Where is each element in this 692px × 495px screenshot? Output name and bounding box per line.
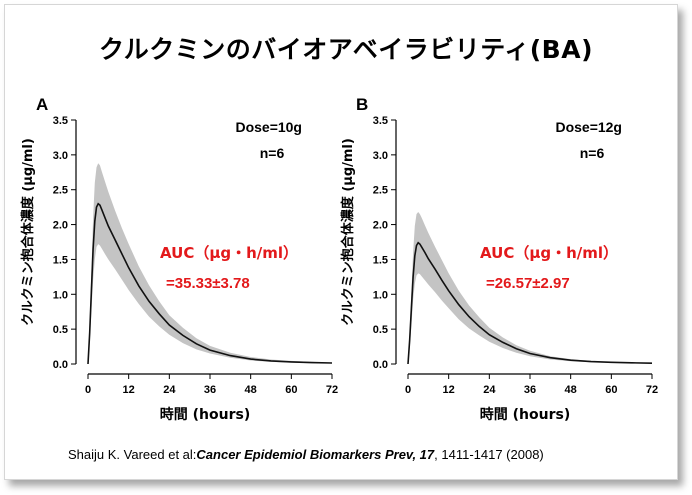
[object SVGSVGElement]: 48 <box>565 384 577 396</box>
[object SVGSVGElement]: 60 <box>285 384 297 396</box>
[object SVGSVGElement]: 36 <box>204 384 216 396</box>
[object SVGSVGElement]: 72 <box>326 384 338 396</box>
[object SVGSVGElement]: 72 <box>646 384 658 396</box>
mean-line <box>87 202 333 365</box>
[object SVGSVGElement]: 0 <box>405 384 411 396</box>
citation-journal: Cancer Epidemiol Biomarkers Prev, 17 <box>196 447 435 462</box>
[object SVGSVGElement]: 3.5 <box>373 115 388 127</box>
[object SVGSVGElement]: 0 <box>85 384 91 396</box>
[object SVGSVGElement]: =26.57±2.97 <box>486 275 570 292</box>
[object SVGSVGElement]: 0.0 <box>373 359 388 371</box>
mean-line <box>407 241 653 365</box>
confidence-band <box>408 212 652 364</box>
[object SVGSVGElement]: =35.33±3.78 <box>166 275 250 292</box>
[object SVGSVGElement]: 12 <box>123 384 135 396</box>
[object SVGSVGElement]: 48 <box>245 384 257 396</box>
[object SVGSVGElement]: 2.0 <box>373 220 388 232</box>
[object SVGSVGElement]: 3.0 <box>53 150 68 162</box>
[object SVGSVGElement]: 12 <box>443 384 455 396</box>
[object SVGSVGElement]: 1.5 <box>373 254 388 266</box>
citation-authors: Shaiju K. Vareed et al: <box>68 447 197 462</box>
[object SVGSVGElement]: 2.5 <box>373 185 388 197</box>
[object SVGSVGElement]: 0.5 <box>53 324 68 336</box>
[object SVGSVGElement]: Dose=10g <box>235 119 302 135</box>
[object SVGSVGElement]: 0.0 <box>53 359 68 371</box>
[object SVGSVGElement]: クルクミン抱合体濃度 (μg/ml) <box>20 138 36 326</box>
[object SVGSVGElement]: 1.5 <box>53 254 68 266</box>
[object SVGSVGElement]: 24 <box>483 384 496 396</box>
[object SVGSVGElement]: 時間 (hours) <box>480 406 570 423</box>
[object SVGSVGElement]: Dose=12g <box>555 119 622 135</box>
citation: Shaiju K. Vareed et al:Cancer Epidemiol … <box>68 447 544 462</box>
[object SVGSVGElement]: クルクミン抱合体濃度 (μg/ml) <box>340 138 356 326</box>
[object SVGSVGElement]: AUC（μg・h/ml） <box>480 244 618 262</box>
chart-panel-b: 0.0 0.5 1.0 1.5 2.0 2.5 3.0 3.5 0 12 24 36 48 60 72 時間 … <box>340 95 658 423</box>
[object SVGSVGElement]: 時間 (hours) <box>160 406 250 423</box>
[object SVGSVGElement]: 3.5 <box>53 115 68 127</box>
[object SVGSVGElement]: 60 <box>605 384 617 396</box>
[object SVGSVGElement]: n=6 <box>580 145 605 161</box>
[object SVGSVGElement]: 0.5 <box>373 324 388 336</box>
confidence-band <box>88 163 332 364</box>
[object SVGSVGElement]: 2.0 <box>53 220 68 232</box>
[object SVGSVGElement]: 1.0 <box>373 289 388 301</box>
[object SVGSVGElement]: 36 <box>524 384 536 396</box>
[object SVGSVGElement]: AUC（μg・h/ml） <box>160 244 298 262</box>
citation-pages: , 1411-1417 (2008) <box>434 447 544 462</box>
[object SVGSVGElement]: 1.0 <box>53 289 68 301</box>
[object SVGSVGElement]: n=6 <box>260 145 285 161</box>
[object SVGSVGElement]: B <box>356 95 368 114</box>
chart-panel-a: 0.0 0.5 1.0 1.5 2.0 2.5 3.0 3.5 0 12 24 36 48 60 72 時間 … <box>20 95 338 423</box>
[object SVGSVGElement]: 2.5 <box>53 185 68 197</box>
[object SVGSVGElement]: A <box>36 95 48 114</box>
[object SVGSVGElement]: 24 <box>163 384 176 396</box>
[object SVGSVGElement]: 3.0 <box>373 150 388 162</box>
figure-title: クルクミンのバイオアベイラビリティ(BA) <box>98 35 593 64</box>
